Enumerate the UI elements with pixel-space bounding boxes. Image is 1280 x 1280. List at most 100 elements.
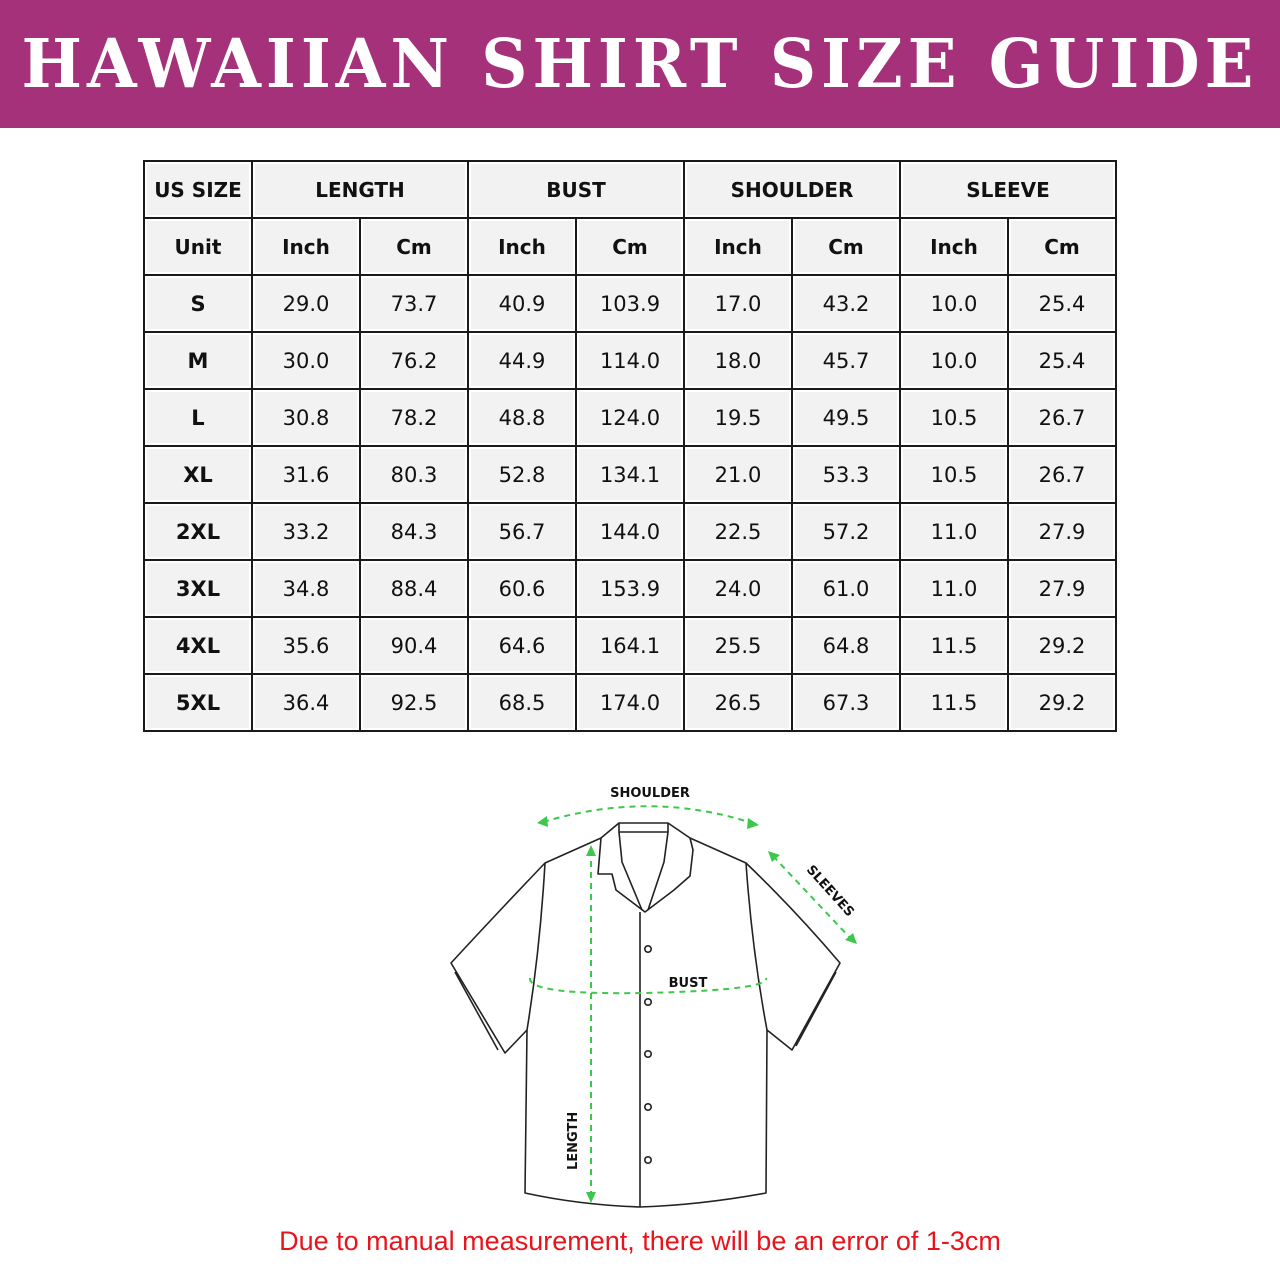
value-cell-text: 144.0 bbox=[579, 506, 681, 557]
column-group-header-text: SHOULDER bbox=[687, 164, 897, 215]
value-cell-text: 22.5 bbox=[687, 506, 789, 557]
column-group-header: LENGTH bbox=[251, 160, 469, 219]
shoulder-measure bbox=[542, 805, 753, 824]
value-cell-text: 114.0 bbox=[579, 335, 681, 386]
value-cell: 114.0 bbox=[575, 331, 685, 390]
value-cell: 11.5 bbox=[899, 673, 1009, 732]
size-cell-text: XL bbox=[147, 449, 249, 500]
value-cell-text: 24.0 bbox=[687, 563, 789, 614]
value-cell: 64.6 bbox=[467, 616, 577, 675]
value-cell-text: 45.7 bbox=[795, 335, 897, 386]
size-cell-text: 2XL bbox=[147, 506, 249, 557]
value-cell-text: 10.0 bbox=[903, 278, 1005, 329]
value-cell: 49.5 bbox=[791, 388, 901, 447]
value-cell-text: 40.9 bbox=[471, 278, 573, 329]
unit-header: Inch bbox=[251, 217, 361, 276]
shirt-outline bbox=[450, 822, 841, 1208]
size-cell-text: S bbox=[147, 278, 249, 329]
value-cell-text: 73.7 bbox=[363, 278, 465, 329]
value-cell: 26.7 bbox=[1007, 445, 1117, 504]
value-cell-text: 34.8 bbox=[255, 563, 357, 614]
value-cell-text: 31.6 bbox=[255, 449, 357, 500]
value-cell-text: 17.0 bbox=[687, 278, 789, 329]
value-cell-text: 30.8 bbox=[255, 392, 357, 443]
value-cell: 26.5 bbox=[683, 673, 793, 732]
value-cell-text: 29.2 bbox=[1011, 677, 1113, 728]
value-cell-text: 174.0 bbox=[579, 677, 681, 728]
value-cell: 29.2 bbox=[1007, 673, 1117, 732]
size-table: US SIZE LENGTH BUST SHOULDER SLEEVE Unit Inch C… bbox=[143, 160, 1117, 732]
value-cell: 53.3 bbox=[791, 445, 901, 504]
value-cell-text: 49.5 bbox=[795, 392, 897, 443]
unit-header-text: Cm bbox=[1011, 221, 1113, 272]
unit-header: Unit bbox=[143, 217, 253, 276]
value-cell-text: 80.3 bbox=[363, 449, 465, 500]
unit-row: Unit Inch Cm Inch Cm Inch Cm Inch Cm bbox=[143, 217, 1117, 276]
value-cell-text: 76.2 bbox=[363, 335, 465, 386]
value-cell: 40.9 bbox=[467, 274, 577, 333]
value-cell: 26.7 bbox=[1007, 388, 1117, 447]
column-group-header: SLEEVE bbox=[899, 160, 1117, 219]
value-cell: 43.2 bbox=[791, 274, 901, 333]
unit-header-text: Cm bbox=[363, 221, 465, 272]
value-cell: 24.0 bbox=[683, 559, 793, 618]
value-cell: 44.9 bbox=[467, 331, 577, 390]
value-cell: 67.3 bbox=[791, 673, 901, 732]
header-group-row: US SIZE LENGTH BUST SHOULDER SLEEVE bbox=[143, 160, 1117, 219]
value-cell-text: 27.9 bbox=[1011, 563, 1113, 614]
value-cell: 11.0 bbox=[899, 502, 1009, 561]
value-cell: 30.8 bbox=[251, 388, 361, 447]
unit-header: Inch bbox=[899, 217, 1009, 276]
value-cell: 88.4 bbox=[359, 559, 469, 618]
size-cell: M bbox=[143, 331, 253, 390]
size-cell: 2XL bbox=[143, 502, 253, 561]
value-cell: 10.0 bbox=[899, 274, 1009, 333]
size-cell-text: 3XL bbox=[147, 563, 249, 614]
value-cell-text: 64.6 bbox=[471, 620, 573, 671]
value-cell: 153.9 bbox=[575, 559, 685, 618]
value-cell-text: 10.5 bbox=[903, 392, 1005, 443]
title-banner: HAWAIIAN SHIRT SIZE GUIDE bbox=[0, 0, 1280, 128]
bust-measure bbox=[529, 977, 768, 995]
table-row: 5XL 36.4 92.5 68.5 174.0 26.5 67.3 11.5 29.2 bbox=[143, 673, 1117, 732]
value-cell-text: 164.1 bbox=[579, 620, 681, 671]
value-cell-text: 88.4 bbox=[363, 563, 465, 614]
value-cell-text: 11.0 bbox=[903, 506, 1005, 557]
value-cell-text: 44.9 bbox=[471, 335, 573, 386]
value-cell: 64.8 bbox=[791, 616, 901, 675]
value-cell: 90.4 bbox=[359, 616, 469, 675]
value-cell: 57.2 bbox=[791, 502, 901, 561]
value-cell-text: 60.6 bbox=[471, 563, 573, 614]
value-cell-text: 57.2 bbox=[795, 506, 897, 557]
value-cell: 11.5 bbox=[899, 616, 1009, 675]
value-cell: 80.3 bbox=[359, 445, 469, 504]
value-cell-text: 56.7 bbox=[471, 506, 573, 557]
value-cell-text: 26.7 bbox=[1011, 449, 1113, 500]
value-cell: 103.9 bbox=[575, 274, 685, 333]
value-cell-text: 10.0 bbox=[903, 335, 1005, 386]
value-cell: 45.7 bbox=[791, 331, 901, 390]
value-cell-text: 25.4 bbox=[1011, 278, 1113, 329]
value-cell: 174.0 bbox=[575, 673, 685, 732]
value-cell-text: 29.2 bbox=[1011, 620, 1113, 671]
value-cell-text: 29.0 bbox=[255, 278, 357, 329]
unit-header-text: Inch bbox=[471, 221, 573, 272]
value-cell-text: 36.4 bbox=[255, 677, 357, 728]
measurement-note: Due to manual measurement, there will be… bbox=[279, 1226, 1001, 1256]
value-cell-text: 21.0 bbox=[687, 449, 789, 500]
value-cell: 61.0 bbox=[791, 559, 901, 618]
value-cell: 48.8 bbox=[467, 388, 577, 447]
value-cell: 25.4 bbox=[1007, 274, 1117, 333]
size-cell-text: 4XL bbox=[147, 620, 249, 671]
value-cell: 17.0 bbox=[683, 274, 793, 333]
value-cell: 21.0 bbox=[683, 445, 793, 504]
unit-header: Cm bbox=[1007, 217, 1117, 276]
column-group-header-text: LENGTH bbox=[255, 164, 465, 215]
value-cell: 22.5 bbox=[683, 502, 793, 561]
value-cell: 27.9 bbox=[1007, 559, 1117, 618]
unit-header-text: Cm bbox=[795, 221, 897, 272]
sleeves-label: SLEEVES bbox=[803, 863, 857, 920]
value-cell-text: 92.5 bbox=[363, 677, 465, 728]
value-cell: 68.5 bbox=[467, 673, 577, 732]
value-cell-text: 18.0 bbox=[687, 335, 789, 386]
